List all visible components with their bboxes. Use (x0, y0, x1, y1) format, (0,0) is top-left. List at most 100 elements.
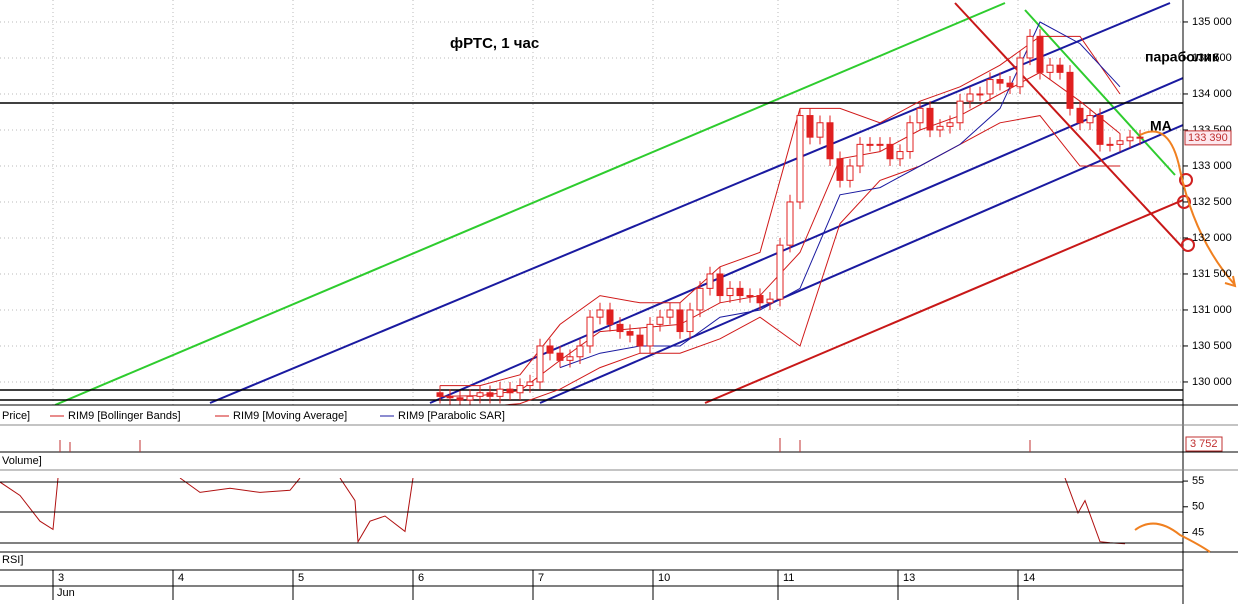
candle-body (1036, 35, 1044, 73)
candle-body (746, 295, 754, 298)
candle-body (776, 244, 784, 300)
y-tick-label: 135 000 (1192, 16, 1232, 28)
candle-body (886, 143, 894, 160)
x-tick-label: 10 (658, 572, 670, 584)
candle-body (936, 125, 944, 131)
legend-label: RIM9 [Moving Average] (233, 410, 347, 422)
y-tick-label: 133 000 (1192, 160, 1232, 172)
candle-body (1086, 115, 1094, 124)
trend-line (429, 77, 1183, 404)
rsi-tick-label: 50 (1192, 501, 1204, 513)
candle-body (726, 287, 734, 297)
candle-body (1106, 143, 1114, 146)
rsi-line (0, 478, 1126, 545)
forecast-arrow (1134, 522, 1211, 553)
panel-label: Volume] (2, 455, 42, 467)
trendlines (54, 2, 1183, 405)
candle-body (1026, 35, 1034, 59)
circle-mark (1179, 173, 1193, 187)
x-tick-label: 6 (418, 572, 424, 584)
candle-body (736, 287, 744, 297)
volume-label: 3 752 (1190, 438, 1218, 450)
last-price-label: 133 390 (1188, 132, 1228, 144)
candle-body (566, 356, 574, 361)
candle-body (636, 334, 644, 347)
trend-line (704, 199, 1183, 404)
bollinger-band (440, 35, 1121, 387)
candle-body (966, 93, 974, 102)
candle-body (1076, 107, 1084, 124)
candle-body (766, 298, 774, 304)
candle-body (866, 143, 874, 146)
candle-body (996, 79, 1004, 84)
y-tick-label: 130 000 (1192, 376, 1232, 388)
candle-body (806, 115, 814, 138)
candle-body (856, 143, 864, 167)
candle-body (596, 309, 604, 318)
candle-body (436, 392, 444, 397)
candle-body (546, 345, 554, 354)
rsi-tick-label: 55 (1192, 475, 1204, 487)
trend-line (1024, 9, 1176, 176)
candle-body (466, 395, 474, 401)
x-tick-label: 13 (903, 572, 915, 584)
annotation: параболик (1145, 49, 1220, 65)
markup-arrows (1134, 130, 1237, 553)
y-tick-label: 130 500 (1192, 340, 1232, 352)
candle-body (1096, 115, 1104, 145)
candle-body (896, 151, 904, 160)
x-tick-label: 11 (783, 572, 794, 584)
trend-line (54, 2, 1006, 405)
x-tick-label: 7 (538, 572, 544, 584)
rsi-tick-label: 45 (1192, 526, 1204, 538)
candle-body (536, 345, 544, 383)
legend-label: RIM9 [Parabolic SAR] (398, 410, 505, 422)
candle-body (1136, 136, 1144, 139)
forecast-arrow (1224, 275, 1237, 288)
candle-body (606, 309, 614, 325)
x-tick-label: 4 (178, 572, 184, 584)
y-tick-label: 131 000 (1192, 304, 1232, 316)
candle-body (696, 287, 704, 311)
y-tick-label: 131 500 (1192, 268, 1232, 280)
forecast-arrow (1139, 130, 1236, 286)
volume-bars (59, 438, 1031, 452)
rsi-plot (0, 478, 1126, 545)
candle-body (616, 323, 624, 333)
y-tick-label: 134 000 (1192, 88, 1232, 100)
candle-body (1116, 140, 1124, 145)
candle-body (446, 395, 454, 399)
candle-body (836, 158, 844, 181)
last-price-box (1184, 130, 1232, 146)
candle-body (706, 273, 714, 289)
trend-line (539, 124, 1183, 404)
candle-body (1006, 82, 1014, 88)
candle-body (586, 316, 594, 347)
candle-body (946, 122, 954, 127)
candle-body (956, 100, 964, 124)
x-tick-label: 5 (298, 572, 304, 584)
x-tick-label: 14 (1023, 572, 1035, 584)
panel-label: RSI] (2, 554, 23, 566)
candle-body (626, 331, 634, 336)
candle-body (556, 352, 564, 361)
candle-body (676, 309, 684, 333)
candle-body (926, 107, 934, 131)
candle-body (786, 201, 794, 246)
bollinger-band (498, 115, 1120, 405)
candle-body (1016, 57, 1024, 88)
y-tick-label: 134 500 (1192, 52, 1232, 64)
candle-body (506, 388, 514, 394)
plot (0, 21, 1183, 405)
candle-body (456, 397, 464, 401)
candle-body (526, 381, 534, 387)
volume-box (1185, 436, 1223, 452)
candle-body (1066, 71, 1074, 109)
candle-body (796, 115, 804, 203)
candle-body (906, 122, 914, 153)
trend-line (209, 2, 1171, 404)
candle-body (1126, 136, 1134, 142)
candle-body (816, 122, 824, 138)
candle-body (656, 316, 664, 325)
